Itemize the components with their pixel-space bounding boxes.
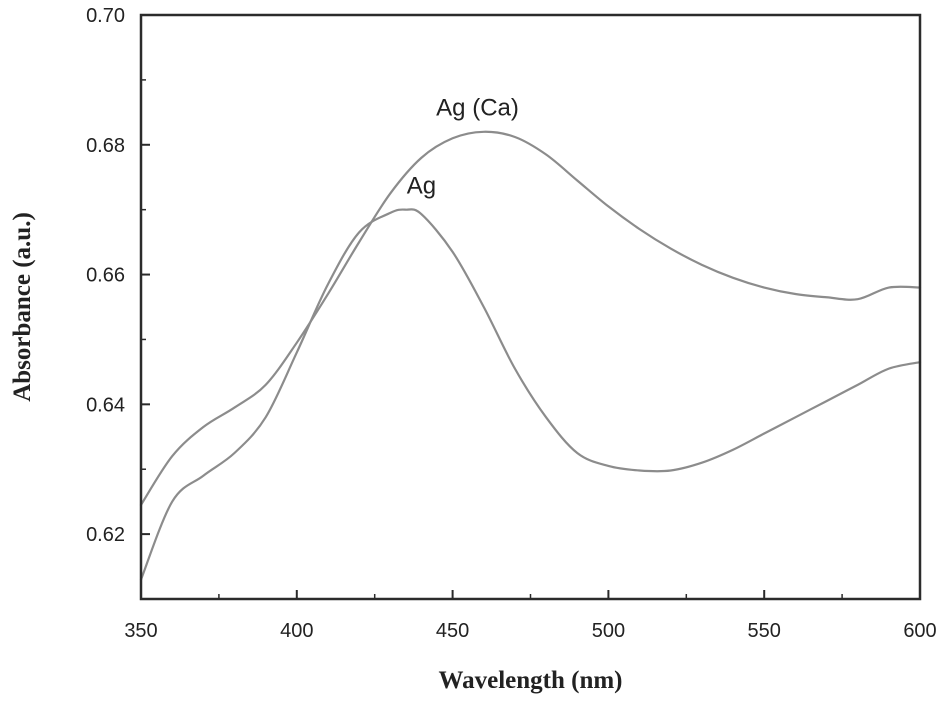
x-tick-label: 500 xyxy=(592,620,625,642)
x-tick-label: 550 xyxy=(748,620,781,642)
tick-marks xyxy=(140,14,921,600)
series-line-0 xyxy=(139,130,922,507)
x-tick-label: 400 xyxy=(280,620,313,642)
y-tick-label: 0.62 xyxy=(86,524,125,546)
tick-labels: 350 400 450 500 550 600 0.62 0.64 0.66 0.68 0.70 xyxy=(86,5,937,642)
y-tick-label: 0.64 xyxy=(86,394,125,416)
y-axis-title: Absorbance (a.u.) xyxy=(9,212,36,402)
series-layer xyxy=(139,130,922,581)
annotation-layer: Ag (Ca) Ag xyxy=(407,95,519,200)
y-tick-label: 0.68 xyxy=(86,135,125,157)
series-line-1 xyxy=(139,208,922,581)
plot-frame xyxy=(139,13,922,601)
x-tick-label: 450 xyxy=(436,620,469,642)
x-tick-label: 600 xyxy=(903,620,936,642)
y-tick-label: 0.66 xyxy=(86,265,125,287)
y-tick-label: 0.70 xyxy=(86,5,125,27)
curve-label: Ag xyxy=(407,172,436,199)
curve-label: Ag (Ca) xyxy=(436,95,519,122)
x-tick-label: 350 xyxy=(124,620,157,642)
x-axis-title: Wavelength (nm) xyxy=(438,667,622,694)
